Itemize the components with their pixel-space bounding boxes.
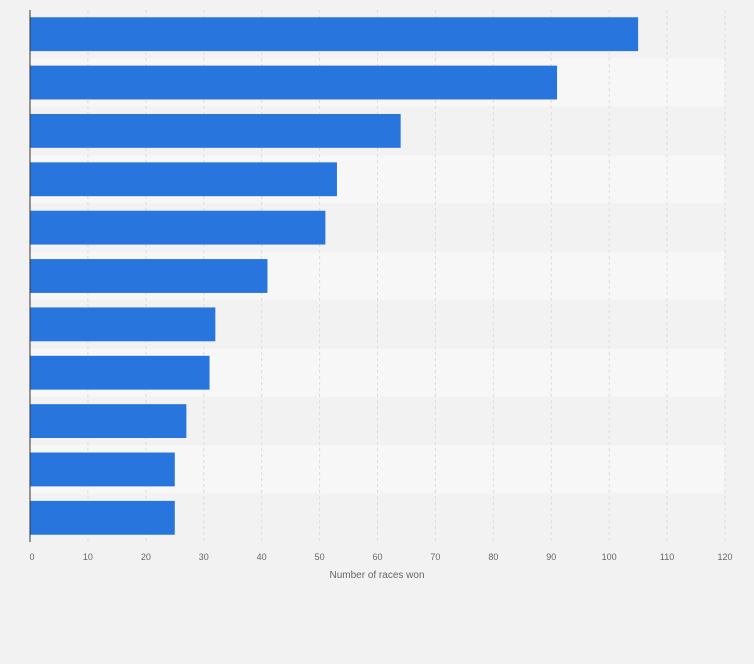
bar	[30, 17, 639, 52]
x-tick-label: 20	[141, 552, 151, 562]
x-tick-labels: 0 10 20 30 40 50 60 70 80 90 100 110 120	[29, 552, 732, 562]
x-tick-label: 50	[315, 552, 325, 562]
x-tick-label: 60	[372, 552, 382, 562]
bars	[30, 17, 639, 535]
bar	[30, 404, 187, 439]
x-tick-label: 30	[199, 552, 209, 562]
x-tick-label: 100	[602, 552, 617, 562]
x-tick-label: 110	[660, 552, 674, 562]
x-tick-label: 80	[488, 552, 498, 562]
bar	[30, 452, 175, 487]
x-tick-label: 90	[546, 552, 556, 562]
bar	[30, 65, 558, 100]
bar	[30, 210, 326, 245]
bar	[30, 259, 268, 293]
x-tick-label: 40	[257, 552, 267, 562]
bar	[30, 500, 175, 535]
x-tick-label: 120	[717, 552, 732, 562]
x-tick-label: 0	[29, 552, 34, 562]
x-axis-label: Number of races won	[329, 570, 424, 581]
x-tick-label: 70	[430, 552, 440, 562]
bar	[30, 113, 401, 148]
bar	[30, 307, 216, 342]
bar	[30, 355, 210, 390]
bar	[30, 162, 337, 197]
x-tick-label: 10	[83, 552, 93, 562]
